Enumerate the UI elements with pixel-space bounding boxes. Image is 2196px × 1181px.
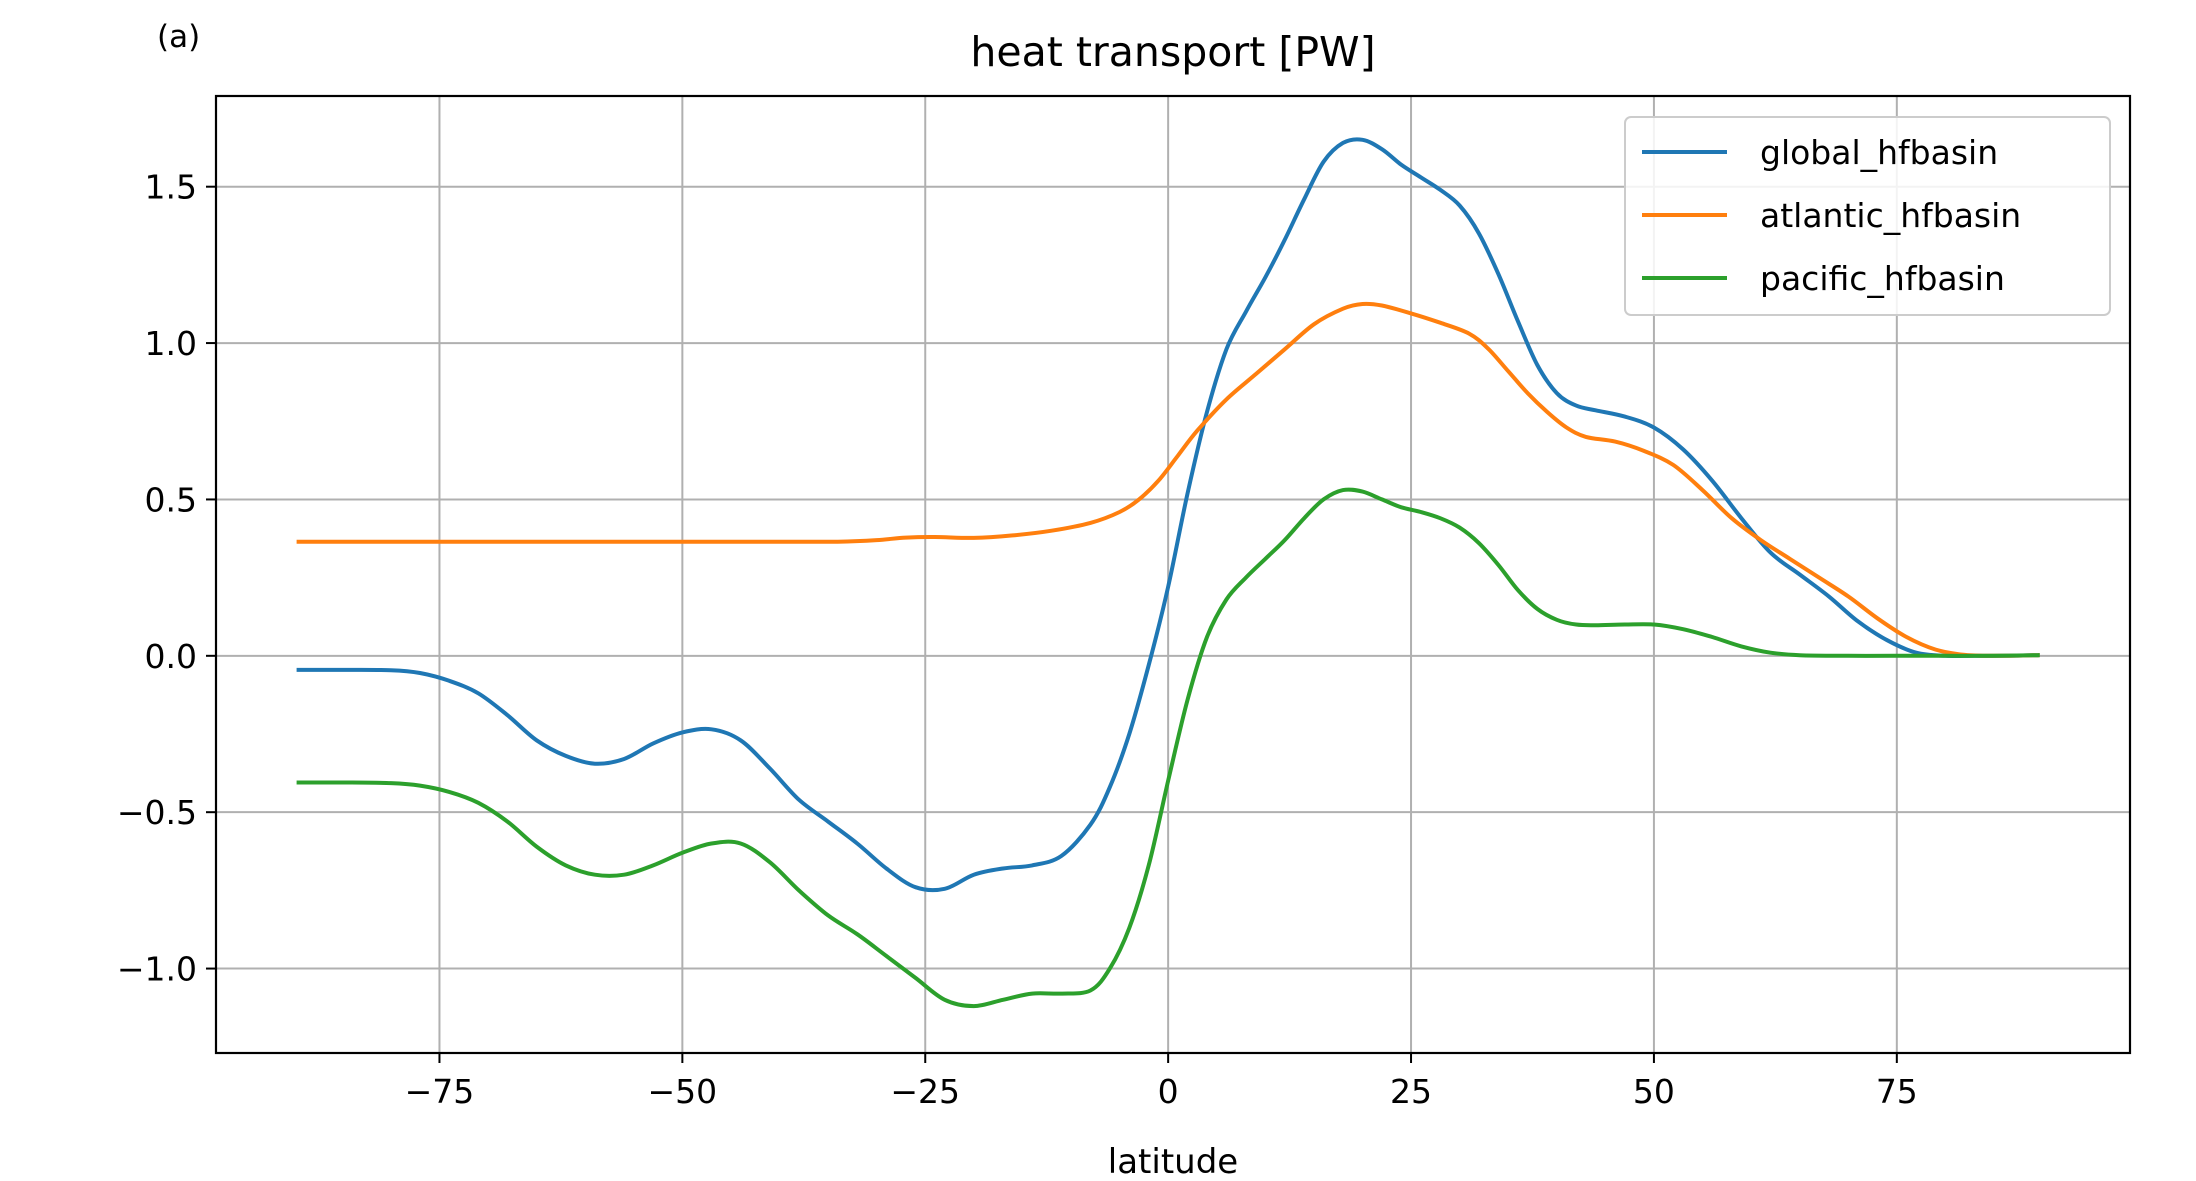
legend: global_hfbasin atlantic_hfbasin pacific_hf… [1624, 116, 2111, 316]
series-lines [296, 137, 2040, 1009]
x-tick-label: −50 [648, 1072, 718, 1111]
y-tick-label: −0.5 [117, 793, 197, 832]
x-tick-label: −75 [405, 1072, 475, 1111]
x-tick-label: 75 [1876, 1072, 1918, 1111]
series-line-atlantic_hfbasin [296, 301, 2040, 658]
y-tick-label: 0.5 [145, 480, 197, 519]
x-tick-label: 0 [1158, 1072, 1179, 1111]
y-tick-label: 0.0 [145, 637, 197, 676]
ticks: −75 −50 −25 0 25 50 75 −1.0 −0.5 0.0 0.5 1.0 1.5 [117, 168, 1918, 1111]
legend-box [1624, 116, 2111, 316]
legend-entry: atlantic_hfbasin [1760, 196, 2021, 235]
plot-frame [214, 94, 2132, 1055]
x-axis-label: latitude [1108, 1142, 1238, 1181]
y-tick-label: 1.5 [145, 168, 197, 207]
x-tick-label: −25 [890, 1072, 960, 1111]
chart-title: heat transport [PW] [970, 28, 1375, 76]
y-tick-label: 1.0 [145, 324, 197, 363]
legend-entry: global_hfbasin [1760, 133, 1998, 172]
legend-entry: pacific_hfbasin [1760, 259, 2005, 298]
series-line-global_hfbasin [296, 137, 2040, 893]
x-tick-label: 50 [1633, 1072, 1675, 1111]
panel-label: (a) [157, 19, 200, 55]
y-tick-label: −1.0 [117, 950, 197, 989]
series-line-pacific_hfbasin [296, 487, 2040, 1009]
x-tick-label: 25 [1390, 1072, 1432, 1111]
